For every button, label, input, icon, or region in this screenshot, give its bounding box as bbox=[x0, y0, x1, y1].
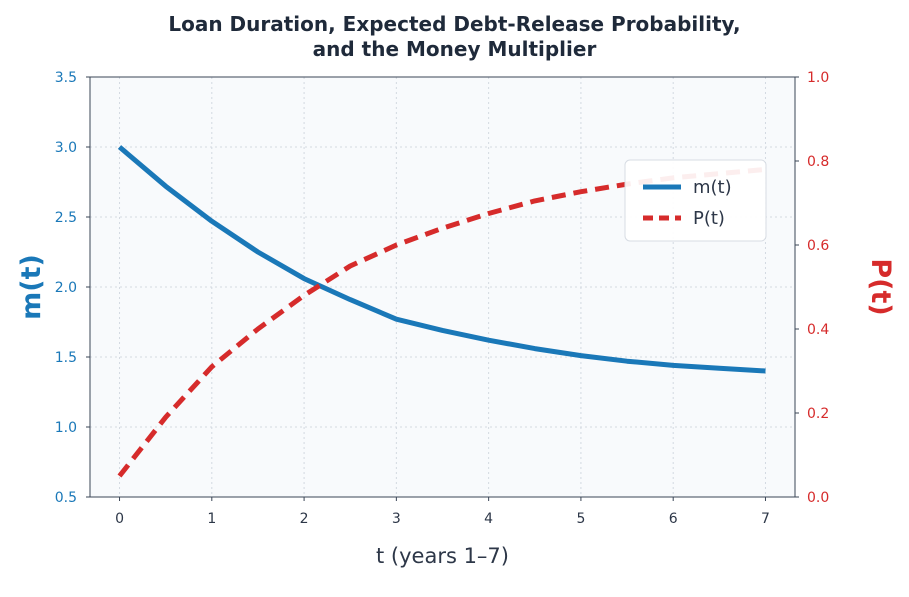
legend-label: m(t) bbox=[693, 177, 732, 198]
left-y-tick-label: 3.0 bbox=[55, 140, 77, 156]
right-y-tick-label: 1.0 bbox=[807, 70, 829, 86]
grid bbox=[90, 76, 795, 498]
plot-area bbox=[90, 77, 795, 497]
series-layer bbox=[117, 145, 766, 478]
left-y-tick-label: 1.5 bbox=[55, 350, 77, 366]
legend-box bbox=[624, 159, 767, 242]
x-tick-label: 6 bbox=[669, 511, 678, 527]
left-y-tick-label: 3.5 bbox=[55, 70, 77, 86]
x-tick-label: 7 bbox=[761, 511, 770, 527]
x-tick-label: 4 bbox=[484, 511, 493, 527]
x-axis: 0 1 2 3 4 5 6 7 bbox=[115, 497, 770, 527]
right-y-tick-label: 0.0 bbox=[807, 490, 829, 506]
left-y-tick-label: 2.0 bbox=[55, 280, 77, 296]
right-y-tick-label: 0.8 bbox=[807, 154, 829, 170]
right-y-axis-label: P(t) bbox=[865, 258, 896, 315]
left-y-tick-label: 0.5 bbox=[55, 490, 77, 506]
legend-label: P(t) bbox=[693, 208, 725, 229]
series-line-m-t bbox=[117, 145, 766, 374]
right-y-tick-label: 0.6 bbox=[807, 238, 829, 254]
x-tick-label: 1 bbox=[207, 511, 216, 527]
x-tick-label: 5 bbox=[576, 511, 585, 527]
chart-title-line-2: and the Money Multiplier bbox=[312, 37, 597, 61]
left-y-axis: 0.5 1.0 1.5 2.0 2.5 3.0 3.5 bbox=[55, 70, 90, 506]
x-tick-label: 2 bbox=[300, 511, 309, 527]
right-y-tick-label: 0.4 bbox=[807, 322, 829, 338]
left-y-tick-label: 2.5 bbox=[55, 210, 77, 226]
x-axis-label: t (years 1–7) bbox=[376, 544, 509, 568]
right-y-axis: 0.0 0.2 0.4 0.6 0.8 1.0 bbox=[795, 70, 829, 506]
left-y-axis-label: m(t) bbox=[16, 254, 47, 320]
legend: m(t) P(t) bbox=[624, 159, 767, 242]
x-tick-label: 0 bbox=[115, 511, 124, 527]
right-y-tick-label: 0.2 bbox=[807, 406, 829, 422]
x-tick-label: 3 bbox=[392, 511, 401, 527]
series-line-p-t bbox=[117, 166, 766, 478]
left-y-tick-label: 1.0 bbox=[55, 420, 77, 436]
chart-title-line-1: Loan Duration, Expected Debt-Release Pro… bbox=[168, 12, 741, 36]
